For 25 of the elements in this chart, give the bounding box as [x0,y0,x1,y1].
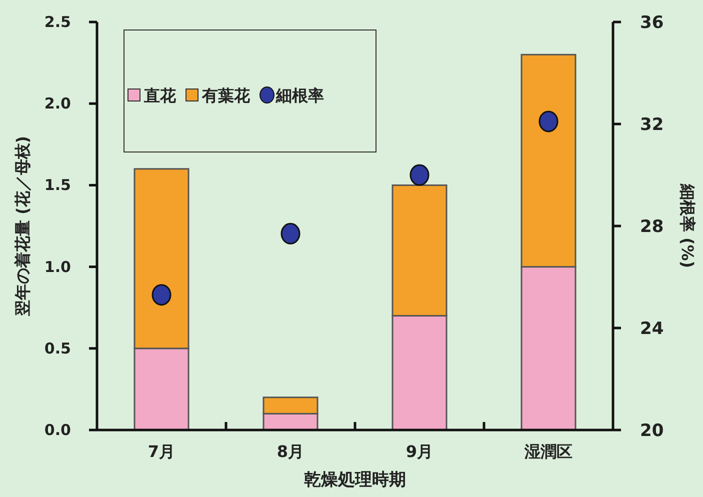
point [280,222,300,244]
y2-tick-label: 36 [640,13,664,33]
x-tick-label: 8月 [276,442,304,461]
x-tick-label: 9月 [406,442,434,461]
x-tick-label: 7月 [148,442,176,461]
point [152,284,172,306]
y-tick-label: 2.0 [44,94,71,113]
y-tick-label: 0.0 [44,421,71,439]
x-axis-title: 乾燥処理時期 [304,470,406,490]
point [410,164,430,186]
y2-tick-label: 28 [640,217,664,237]
point [538,110,558,132]
y-axis-title: 翌年の着花量 (花／母枝) [13,136,32,318]
y-tick-label: 1.0 [44,258,71,276]
y2-axis-title: 細根率 (%) [678,182,697,268]
y2-tick-label: 20 [640,421,664,441]
y-tick-label: 2.5 [44,13,71,31]
y2-tick-label: 32 [640,115,664,135]
y-tick-label: 0.5 [44,339,71,358]
y-tick-label: 1.5 [44,176,71,194]
x-tick-label: 湿潤区 [524,442,572,461]
legend-label: 有葉花 [201,86,251,105]
y2-tick-label: 24 [640,319,664,339]
legend-label: 直花 [143,86,177,105]
legend-label: 細根率 [275,86,324,105]
